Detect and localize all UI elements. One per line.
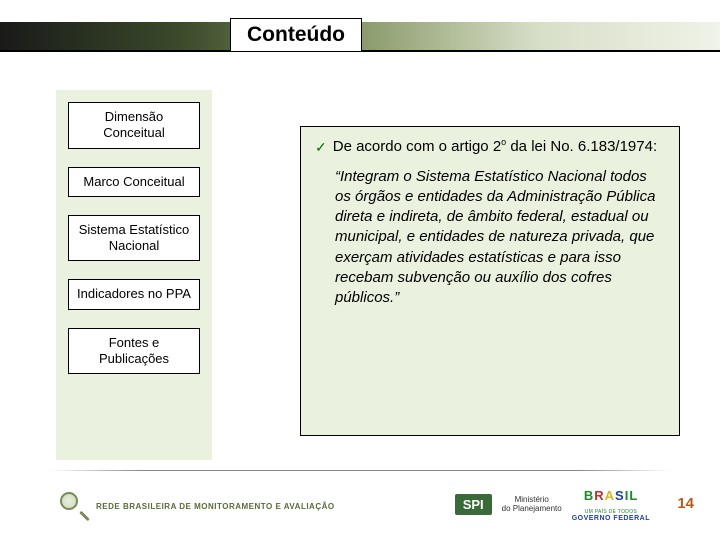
brasil-l: L: [629, 488, 638, 503]
footer: REDE BRASILEIRA DE MONITORAMENTO E AVALI…: [0, 478, 720, 526]
lead-pre: De acordo com o artigo 2: [333, 138, 501, 155]
bullet-item: ✓ De acordo com o artigo 2o da lei No. 6…: [315, 137, 665, 157]
brasil-r: R: [594, 488, 604, 503]
brasil-b: B: [584, 488, 594, 503]
nav-item-fontes[interactable]: Fontes e Publicações: [68, 328, 200, 375]
content-panel: ✓ De acordo com o artigo 2o da lei No. 6…: [300, 126, 680, 436]
page-number: 14: [677, 495, 694, 512]
page-title: Conteúdo: [230, 18, 362, 52]
nav-item-indicadores[interactable]: Indicadores no PPA: [68, 279, 200, 309]
rede-text: REDE BRASILEIRA DE MONITORAMENTO E AVALI…: [96, 502, 335, 511]
logo-spi: SPI: [455, 494, 492, 515]
quote-text: “Integram o Sistema Estatístico Nacional…: [335, 167, 665, 309]
brasil-s: S: [615, 488, 625, 503]
brasil-flag: BRASIL: [584, 487, 638, 509]
lead-text: De acordo com o artigo 2o da lei No. 6.1…: [333, 137, 657, 157]
nav-item-sistema[interactable]: Sistema Estatístico Nacional: [68, 215, 200, 262]
brasil-gov: GOVERNO FEDERAL: [572, 515, 650, 522]
logo-ministerio: Ministério do Planejamento: [502, 496, 562, 514]
footer-right: SPI Ministério do Planejamento BRASIL UM…: [455, 487, 650, 522]
check-icon: ✓: [315, 139, 327, 156]
magnifier-icon: [60, 492, 88, 520]
footer-left: REDE BRASILEIRA DE MONITORAMENTO E AVALI…: [60, 492, 335, 520]
ministerio-line2: do Planejamento: [502, 505, 562, 514]
nav-item-dimensao[interactable]: Dimensão Conceitual: [68, 102, 200, 149]
nav-item-marco[interactable]: Marco Conceitual: [68, 167, 200, 197]
lead-post: da lei No. 6.183/1974:: [506, 138, 657, 155]
footer-divider: [50, 470, 670, 471]
brasil-a: A: [605, 488, 615, 503]
nav-sidebar: Dimensão Conceitual Marco Conceitual Sis…: [56, 90, 212, 460]
logo-brasil: BRASIL UM PAÍS DE TODOS GOVERNO FEDERAL: [572, 487, 650, 522]
